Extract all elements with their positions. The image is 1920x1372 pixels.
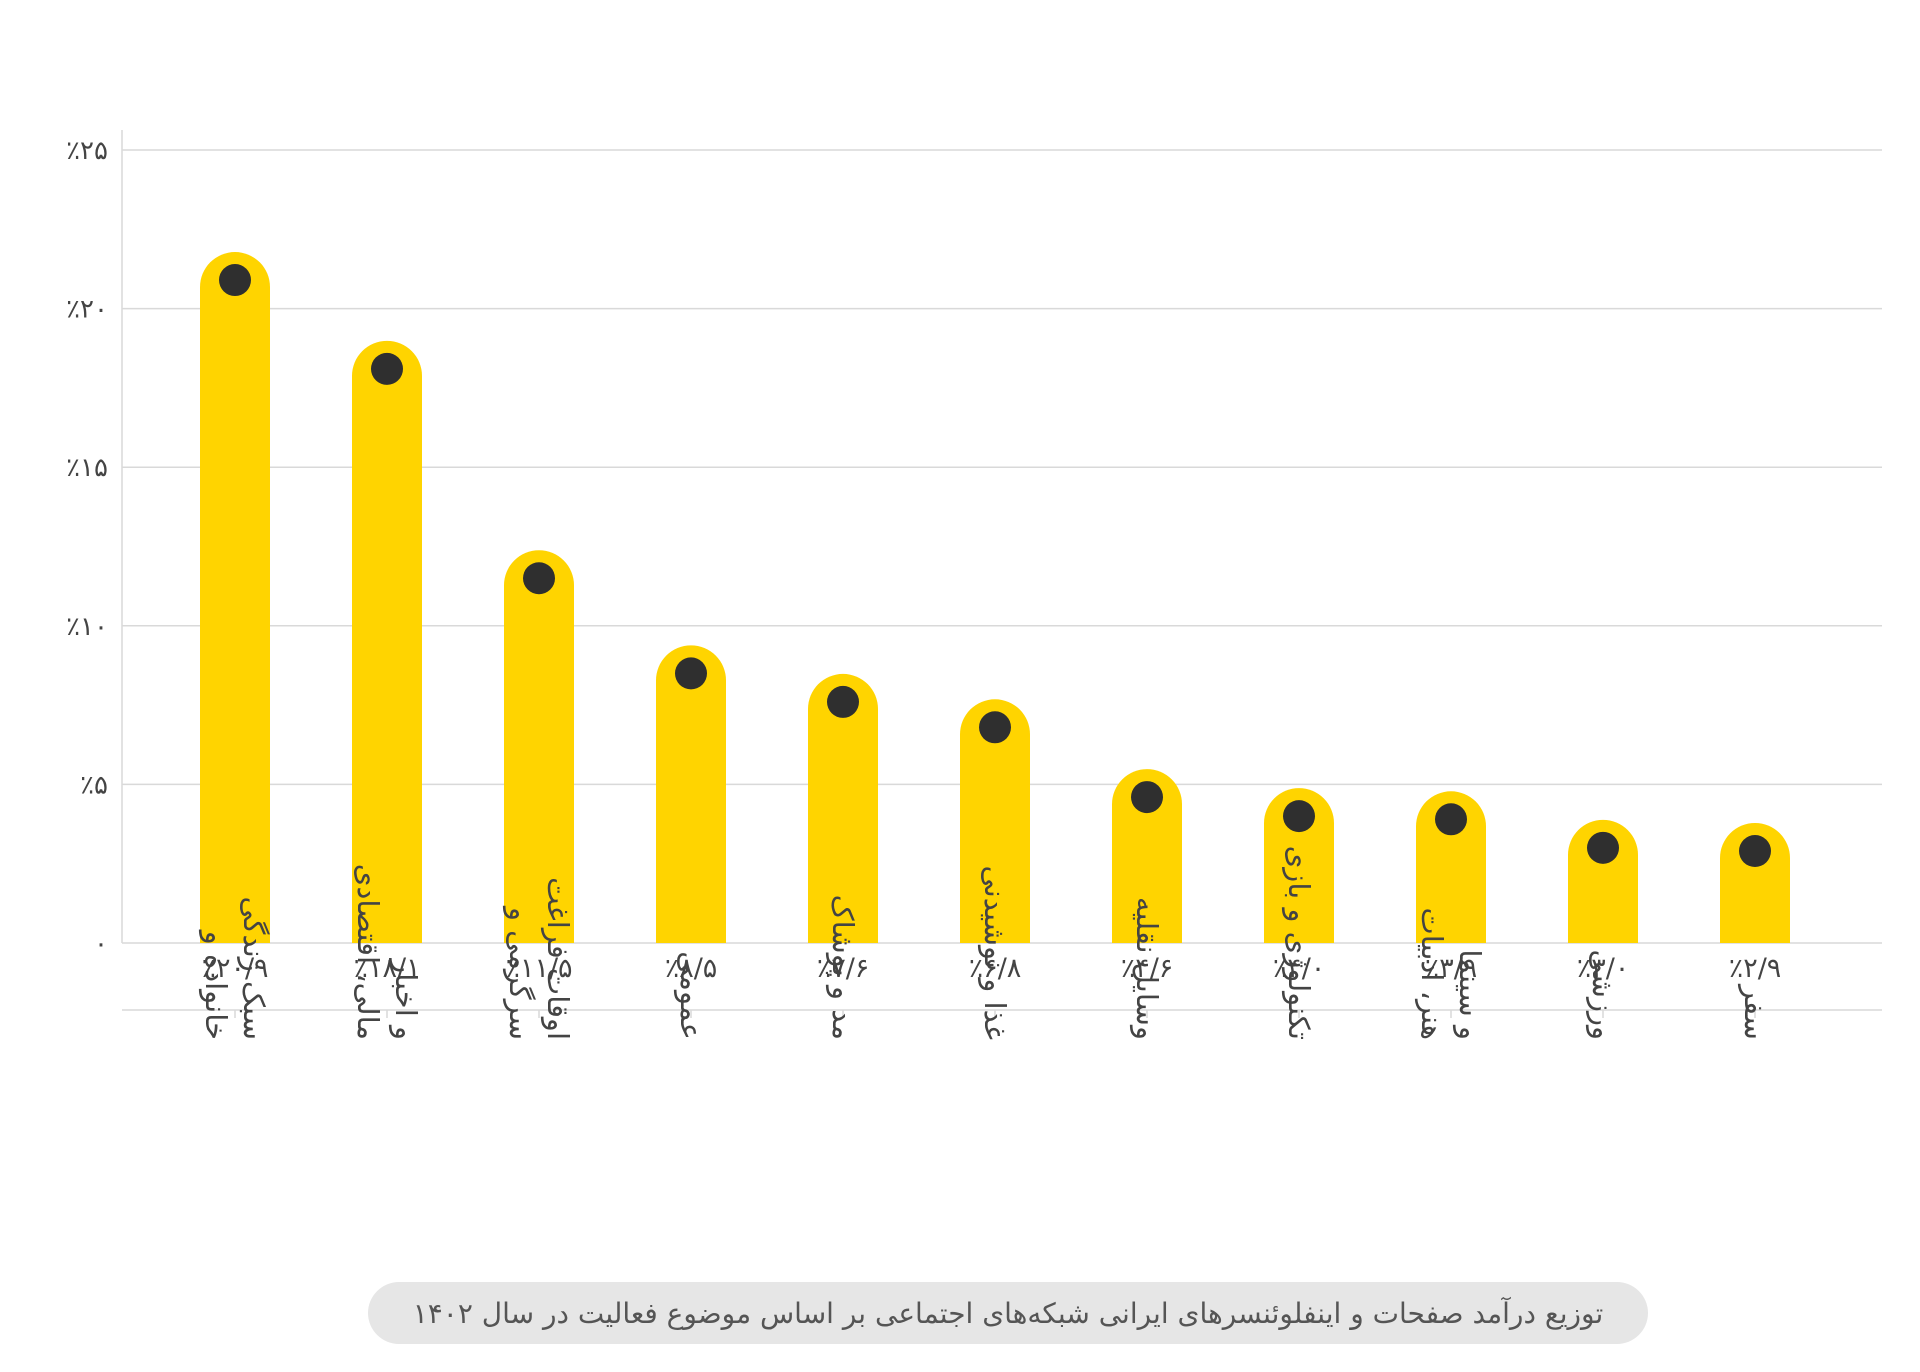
bar-value-marker [1435, 803, 1467, 836]
category-label-line: سفر [1738, 983, 1772, 1040]
category-label: تکنولوژی و بازی [1282, 846, 1316, 1040]
category-label-line: سبک زندگی [237, 897, 271, 1041]
bar-value-marker [371, 352, 403, 385]
bar [808, 673, 878, 943]
category-label-line: هنر، ادبیات [1415, 907, 1449, 1040]
category-label: وسایل نقلیه [1130, 897, 1164, 1040]
bar [1568, 819, 1638, 943]
category-label: خانواده و سبک زندگی [199, 897, 271, 1041]
y-tick-label: ٪۱۰ [66, 612, 108, 642]
bar [1112, 769, 1182, 943]
chart-caption: توزیع درآمد صفحات و اینفلوئنسرهای ایرانی… [368, 1282, 1648, 1344]
category-label: عمومی [674, 951, 708, 1040]
bar [1416, 791, 1486, 943]
category-label-line: سرگرمی و [503, 905, 537, 1040]
bar [504, 550, 574, 943]
value-label: ٪۲/۹ [1729, 953, 1782, 984]
value-label: ٪۷/۶ [817, 953, 870, 984]
bar [656, 645, 726, 943]
category-label-line: غذا و نوشیدنی [978, 866, 1012, 1040]
bars [200, 252, 1790, 943]
category-label-line: ورزشی [1586, 950, 1620, 1040]
bar-value-marker [1739, 835, 1771, 868]
category-label-line: تکنولوژی و بازی [1282, 846, 1316, 1040]
chart-title: توزیع درآمد صفحات و اینفلوئنسرهای ایرانی… [412, 1296, 1604, 1330]
value-label: ٪۸/۵ [665, 953, 718, 984]
value-label: ٪۱۸/۱ [353, 953, 420, 984]
bar [1264, 788, 1334, 943]
category-label: مالی، اقتصادی و اخبار [351, 864, 423, 1040]
category-label: سفر [1738, 983, 1772, 1040]
value-label: ٪۲۰/۹ [201, 953, 268, 984]
category-label-line: خانواده و [199, 929, 233, 1040]
category-label-line: وسایل نقلیه [1130, 897, 1164, 1040]
category-label: مد و پوشاک [825, 895, 860, 1040]
category-label-line: عمومی [674, 951, 708, 1040]
y-tick-label: ٪۲۵ [66, 136, 108, 166]
category-labels: خانواده و سبک زندگی مالی، اقتصادی و اخبار سر… [199, 846, 1772, 1040]
category-label-line: و سینما [1453, 949, 1487, 1040]
bar-value-marker [219, 264, 251, 297]
category-label: سرگرمی و اوقات فراغت [503, 877, 575, 1040]
bar-value-marker [1283, 800, 1315, 833]
bar-value-marker [979, 711, 1011, 744]
category-label-line: مالی، اقتصادی [351, 864, 385, 1040]
category-label-line: اوقات فراغت [541, 877, 575, 1040]
category-label: غذا و نوشیدنی [978, 866, 1012, 1040]
y-axis-tick-labels: ۰ ٪۵ ٪۱۰ ٪۱۵ ٪۲۰ ٪۲۵ [66, 136, 108, 959]
category-label-line: مد و پوشاک [825, 895, 860, 1040]
value-label: ٪۳/۰ [1577, 953, 1630, 984]
y-tick-label: ٪۵ [80, 770, 108, 800]
value-label: ٪۳/۹ [1425, 953, 1478, 984]
value-label: ٪۱۱/۵ [505, 953, 572, 984]
y-tick-label: ۰ [94, 929, 108, 959]
value-labels: ٪۲۰/۹ ٪۱۸/۱ ٪۱۱/۵ ٪۸/۵ ٪۷/۶ ٪۶/۸ ٪۴/۶ ٪۴/۰ ٪۳/۹ ٪… [201, 953, 1781, 984]
value-label: ٪۴/۰ [1273, 953, 1326, 984]
bar [1720, 823, 1790, 943]
bar [200, 252, 270, 943]
bar-value-marker [1131, 781, 1163, 814]
bar-value-marker [523, 562, 555, 595]
bar [352, 340, 422, 943]
category-label: ورزشی [1586, 950, 1620, 1040]
category-label-line: و اخبار [389, 957, 423, 1040]
value-label: ٪۴/۶ [1121, 953, 1174, 984]
bar-value-marker [1587, 831, 1619, 864]
category-label: هنر، ادبیات و سینما [1415, 907, 1487, 1040]
bar-value-marker [827, 685, 859, 718]
bar-value-marker [675, 657, 707, 690]
value-label: ٪۶/۸ [969, 953, 1022, 984]
y-tick-label: ٪۲۰ [66, 295, 108, 325]
y-tick-label: ٪۱۵ [66, 453, 108, 483]
bar [960, 699, 1030, 943]
